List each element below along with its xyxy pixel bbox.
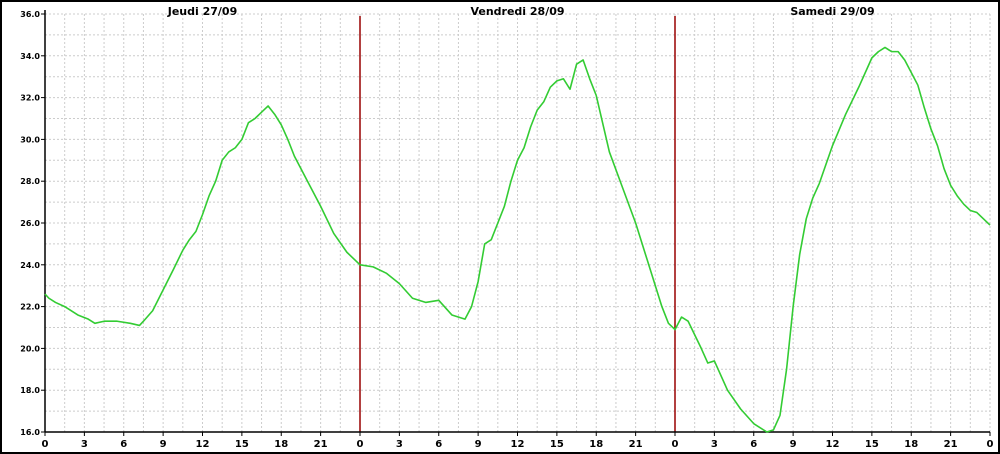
x-tick-label: 9 — [475, 439, 482, 450]
y-tick-label: 28.0 — [20, 177, 40, 186]
day-label: Jeudi 27/09 — [167, 5, 238, 18]
x-tick-label: 9 — [160, 439, 167, 450]
y-tick-label: 18.0 — [20, 386, 40, 395]
day-labels: Jeudi 27/09 Vendredi 28/09 Samedi 29/09 — [167, 5, 875, 18]
y-tick-labels: 16.0 18.0 20.0 22.0 24.0 26.0 28.0 30.0 32.0 34.0… — [20, 10, 40, 437]
y-tick-label: 16.0 — [20, 428, 40, 437]
x-tick-label: 3 — [396, 439, 403, 450]
y-tick-label: 20.0 — [20, 344, 40, 353]
day-label: Samedi 29/09 — [790, 5, 874, 18]
y-tick-label: 32.0 — [20, 94, 40, 103]
x-tick-label: 0 — [672, 439, 679, 450]
x-tick-label: 0 — [987, 439, 994, 450]
x-tick-label: 21 — [314, 439, 328, 450]
x-tick-label: 15 — [865, 439, 879, 450]
x-tick-labels: 0 3 6 9 12 15 18 21 0 3 6 9 12 15 18 21 0 3 6 9 12 15 18 21 0 — [42, 439, 994, 450]
x-tick-label: 15 — [550, 439, 564, 450]
x-tick-label: 9 — [790, 439, 797, 450]
y-tick-label: 30.0 — [20, 135, 40, 144]
x-tick-label: 21 — [944, 439, 958, 450]
x-tick-label: 12 — [826, 439, 840, 450]
y-tick-label: 24.0 — [20, 261, 40, 270]
x-tick-label: 6 — [750, 439, 757, 450]
x-tick-label: 3 — [711, 439, 718, 450]
series-layer — [44, 46, 991, 433]
temperature-series-line — [44, 46, 991, 433]
x-tick-label: 0 — [357, 439, 364, 450]
x-tick-label: 18 — [904, 439, 918, 450]
x-tick-label: 12 — [196, 439, 210, 450]
axes — [41, 10, 991, 436]
x-tick-label: 0 — [42, 439, 49, 450]
y-tick-label: 26.0 — [20, 219, 40, 228]
day-label: Vendredi 28/09 — [470, 5, 564, 18]
x-tick-label: 12 — [511, 439, 525, 450]
grid — [44, 13, 991, 433]
y-tick-label: 34.0 — [20, 52, 40, 61]
x-tick-label: 3 — [81, 439, 88, 450]
y-tick-label: 22.0 — [20, 303, 40, 312]
y-tick-label: 36.0 — [20, 10, 40, 19]
x-tick-label: 18 — [589, 439, 603, 450]
x-tick-label: 18 — [274, 439, 288, 450]
x-tick-label: 15 — [235, 439, 249, 450]
x-tick-label: 6 — [120, 439, 127, 450]
day-separators — [359, 16, 676, 432]
x-tick-label: 21 — [629, 439, 643, 450]
x-tick-label: 6 — [435, 439, 442, 450]
